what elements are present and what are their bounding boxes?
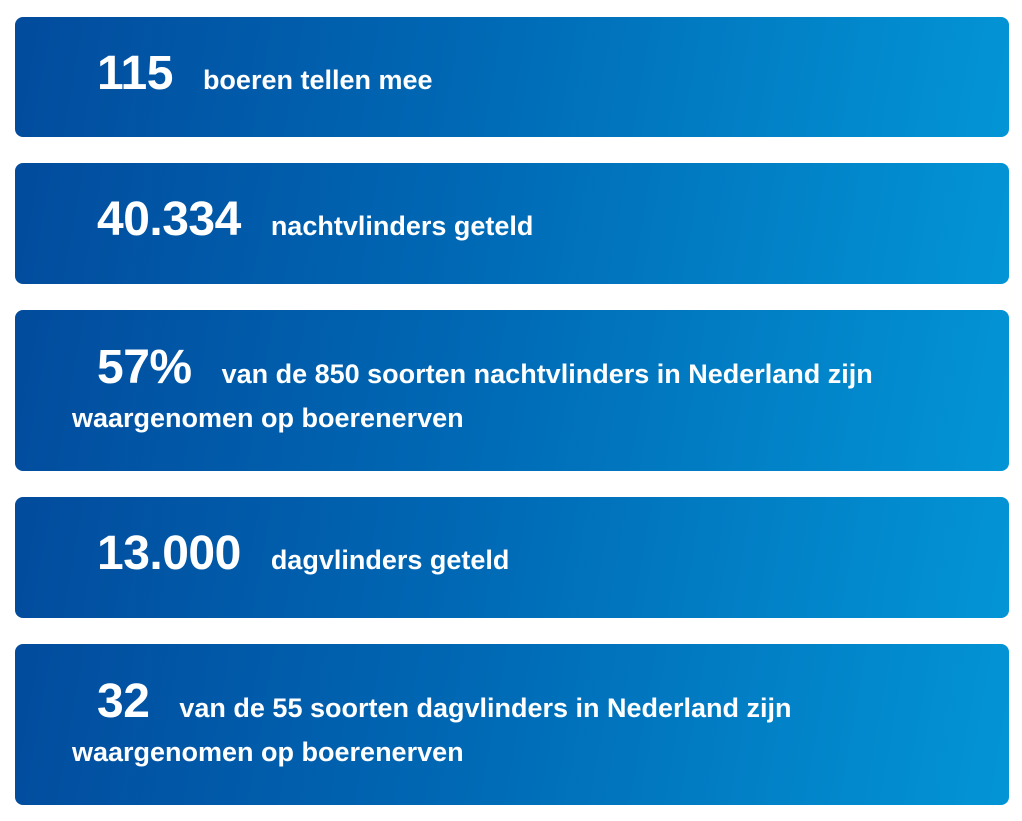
- stat-label: van de 850 soorten nachtvlinders in Nede…: [72, 359, 873, 433]
- stat-label: boeren tellen mee: [202, 65, 433, 95]
- stat-text: 32 van de 55 soorten dagvlinders in Neder…: [72, 675, 969, 774]
- stat-text: 57% van de 850 soorten nachtvlinders in N…: [72, 341, 969, 440]
- stat-card-butterflies-counted: 13.000 dagvlinders geteld: [15, 497, 1009, 618]
- stat-text: 40.334 nachtvlinders geteld: [72, 193, 969, 248]
- stat-number: 40.334: [97, 193, 241, 246]
- stat-label: van de 55 soorten dagvlinders in Nederla…: [72, 693, 792, 767]
- stat-text: 115 boeren tellen mee: [72, 47, 969, 102]
- stat-number: 115: [97, 47, 173, 100]
- stat-text: 13.000 dagvlinders geteld: [72, 527, 969, 582]
- stat-card-moth-species: 57% van de 850 soorten nachtvlinders in N…: [15, 310, 1009, 471]
- stat-number: 57%: [97, 341, 192, 394]
- stat-card-moths-counted: 40.334 nachtvlinders geteld: [15, 163, 1009, 284]
- stat-number: 13.000: [97, 527, 241, 580]
- stat-label: dagvlinders geteld: [270, 545, 510, 575]
- stat-label: nachtvlinders geteld: [270, 211, 534, 241]
- stat-card-farmers: 115 boeren tellen mee: [15, 17, 1009, 137]
- stat-number: 32: [97, 675, 150, 728]
- stat-card-butterfly-species: 32 van de 55 soorten dagvlinders in Neder…: [15, 644, 1009, 805]
